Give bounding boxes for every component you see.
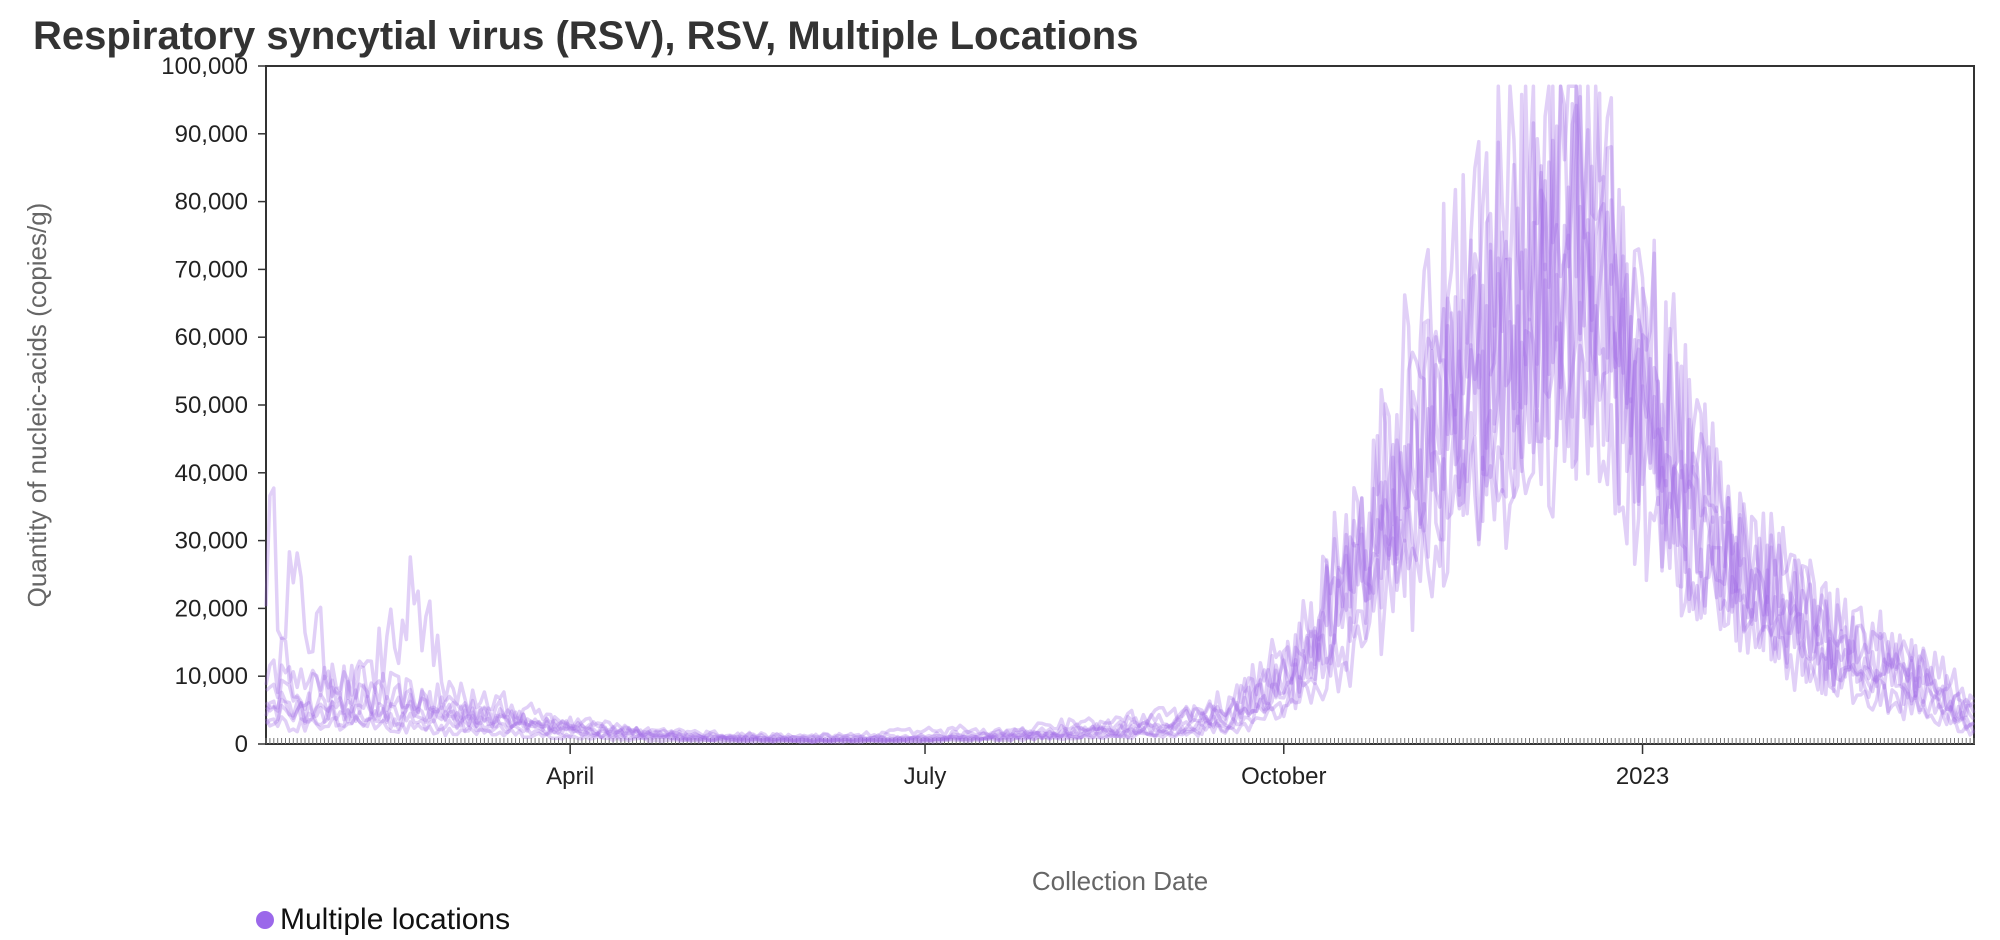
x-tick-label: October [1241, 763, 1326, 790]
y-tick-label: 100,000 [161, 53, 248, 80]
series-line [264, 84, 1976, 742]
y-tick-label: 40,000 [175, 460, 248, 487]
legend: Multiple locations [256, 900, 510, 940]
series-lines [264, 84, 1976, 745]
y-axis: 0 10,000 20,000 30,000 40,000 50,000 60,000 70,… [161, 53, 266, 758]
y-tick-label: 90,000 [175, 121, 248, 148]
legend-label: Multiple locations [280, 903, 511, 936]
series-line [264, 222, 1976, 744]
y-tick-label: 0 [235, 731, 248, 758]
y-tick-label: 70,000 [175, 256, 248, 283]
chart-title: Respiratory syncytial virus (RSV), RSV, … [33, 14, 1139, 58]
y-tick-label: 10,000 [175, 663, 248, 690]
series-line [264, 138, 1975, 744]
series-line [264, 95, 1976, 742]
x-tick-label: July [904, 763, 947, 790]
series-line [264, 84, 1976, 743]
y-axis-label: Quantity of nucleic-acids (copies/g) [22, 203, 52, 608]
x-axis: April July October 2023 [546, 744, 1669, 790]
minor-tick-marks [265, 738, 1975, 744]
series-line [264, 84, 1976, 743]
y-tick-label: 60,000 [175, 324, 248, 351]
y-tick-label: 30,000 [175, 528, 248, 555]
y-tick-label: 80,000 [175, 189, 248, 216]
plot-frame [265, 65, 1975, 745]
y-tick-label: 50,000 [175, 392, 248, 419]
x-axis-label: Collection Date [1032, 866, 1208, 896]
legend-swatch [256, 911, 274, 929]
x-minor-ticks [265, 738, 1975, 744]
x-tick-label: April [546, 763, 594, 790]
series-line [264, 253, 1976, 745]
x-tick-label: 2023 [1616, 763, 1669, 790]
series-line [264, 84, 1976, 743]
y-tick-label: 20,000 [175, 595, 248, 622]
